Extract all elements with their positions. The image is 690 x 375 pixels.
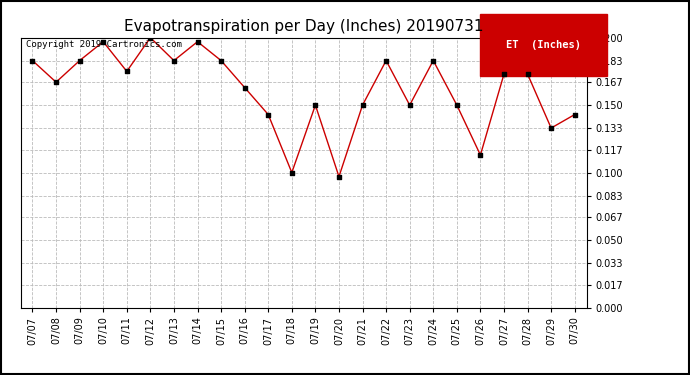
Point — [522, 71, 533, 77]
Text: Copyright 2019 Cartronics.com: Copyright 2019 Cartronics.com — [26, 40, 182, 49]
Text: Evapotranspiration per Day (Inches) 20190731: Evapotranspiration per Day (Inches) 2019… — [124, 19, 484, 34]
Point — [451, 102, 462, 108]
Point — [428, 58, 439, 64]
Point — [381, 58, 392, 64]
Point — [145, 34, 156, 40]
Point — [215, 58, 226, 64]
Point — [121, 68, 132, 74]
Text: ET  (Inches): ET (Inches) — [506, 40, 581, 50]
Point — [98, 39, 109, 45]
Point — [475, 152, 486, 158]
Point — [404, 102, 415, 108]
Point — [50, 79, 61, 85]
Point — [239, 84, 250, 90]
Point — [546, 125, 557, 131]
Point — [263, 111, 274, 117]
Point — [498, 71, 509, 77]
Point — [286, 170, 297, 176]
Point — [74, 58, 85, 64]
Point — [168, 58, 179, 64]
Point — [310, 102, 321, 108]
Point — [27, 58, 38, 64]
Point — [569, 111, 580, 117]
Point — [333, 174, 344, 180]
Point — [192, 39, 203, 45]
Point — [357, 102, 368, 108]
